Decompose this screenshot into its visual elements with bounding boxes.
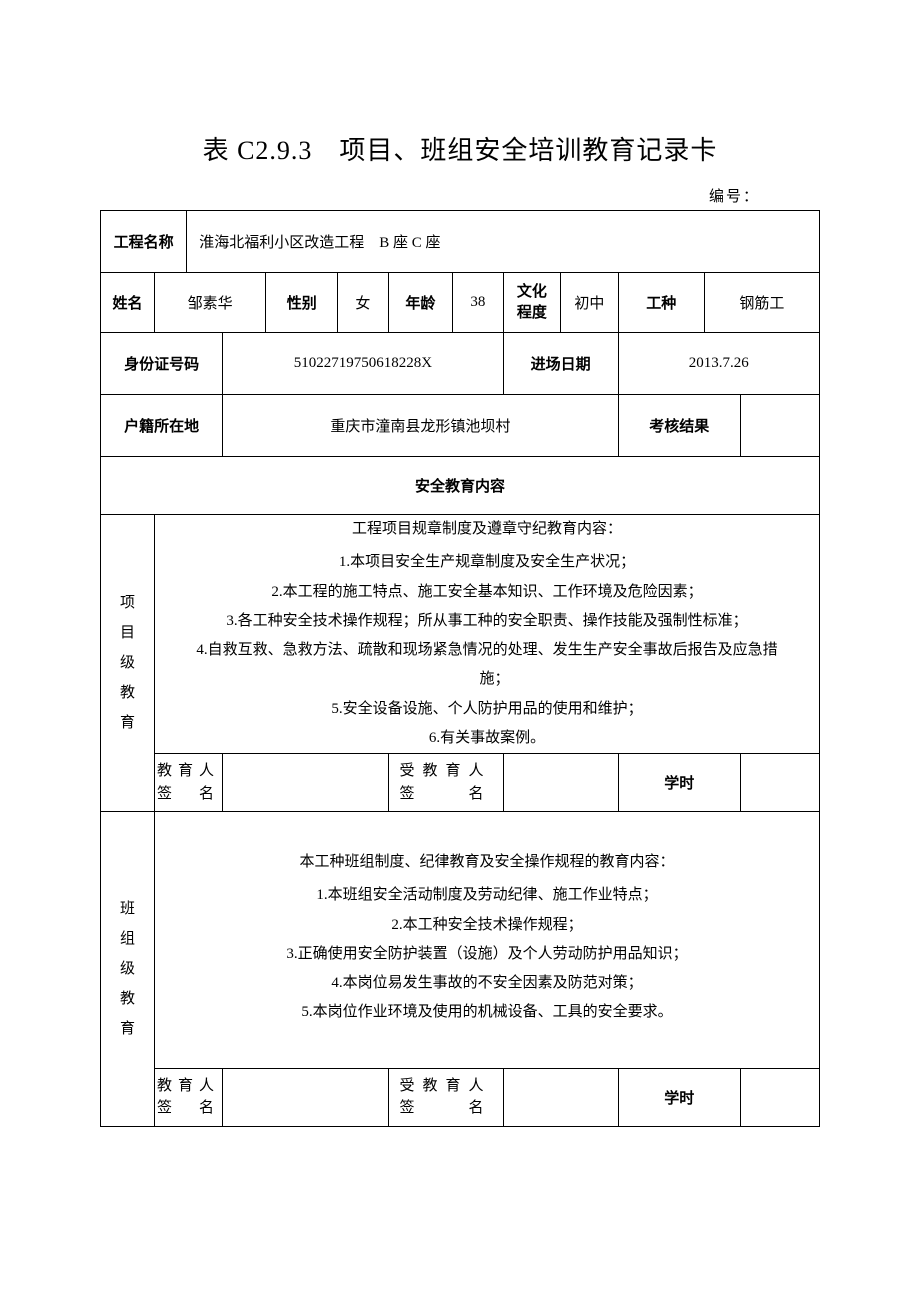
team-edu-content: 本工种班组制度、纪律教育及安全操作规程的教育内容： 1.本班组安全活动制度及劳动… [154, 812, 819, 1069]
label-worktype: 工种 [618, 273, 704, 333]
value-project-name: 淮海北福利小区改造工程 B 座 C 座 [187, 211, 820, 273]
serial-number-label: 编号： [100, 185, 820, 206]
value-gender: 女 [338, 273, 388, 333]
row-hukou: 户籍所在地 重庆市潼南县龙形镇池坝村 考核结果 [101, 395, 820, 457]
page-container: 表 C2.9.3 项目、班组安全培训教育记录卡 编号： 工程名称 淮海北福利小区… [0, 0, 920, 1187]
project-edu-lead: 工程项目规章制度及遵章守纪教育内容： [155, 515, 819, 544]
row-id-entry: 身份证号码 51022719750618228X 进场日期 2013.7.26 [101, 333, 820, 395]
value-team-educator-sig [223, 1068, 388, 1126]
project-edu-item: 3.各工种安全技术操作规程；所从事工种的安全职责、操作技能及强制性标准； [155, 607, 819, 636]
label-hours-2: 学时 [618, 1068, 740, 1126]
label-trainee-sig: 受教育人 签 名 [388, 754, 503, 812]
team-edu-item: 3.正确使用安全防护装置（设施）及个人劳动防护用品知识； [155, 940, 819, 969]
team-edu-item: 4.本岗位易发生事故的不安全因素及防范对策； [155, 969, 819, 998]
document-title: 表 C2.9.3 项目、班组安全培训教育记录卡 [100, 130, 820, 167]
row-project-sig: 教育人 签 名 受教育人 签 名 学时 [101, 754, 820, 812]
label-trainee-sig-2: 受教育人 签 名 [388, 1068, 503, 1126]
project-edu-item: 4.自救互救、急救方法、疏散和现场紧急情况的处理、发生生产安全事故后报告及应急措… [155, 636, 819, 695]
project-edu-content: 工程项目规章制度及遵章守纪教育内容： 1.本项目安全生产规章制度及安全生产状况；… [154, 515, 819, 754]
row-project-edu: 项 目 级 教 育 工程项目规章制度及遵章守纪教育内容： 1.本项目安全生产规章… [101, 515, 820, 754]
row-edu-header: 安全教育内容 [101, 457, 820, 515]
label-educator-sig: 教育人 签 名 [154, 754, 222, 812]
project-edu-item: 5.安全设备设施、个人防护用品的使用和维护； [155, 695, 819, 724]
label-educator-sig-2: 教育人 签 名 [154, 1068, 222, 1126]
project-edu-item: 2.本工程的施工特点、施工安全基本知识、工作环境及危险因素； [155, 578, 819, 607]
value-hukou: 重庆市潼南县龙形镇池坝村 [223, 395, 618, 457]
row-team-sig: 教育人 签 名 受教育人 签 名 学时 [101, 1068, 820, 1126]
label-name: 姓名 [101, 273, 155, 333]
row-project: 工程名称 淮海北福利小区改造工程 B 座 C 座 [101, 211, 820, 273]
value-project-hours [740, 754, 819, 812]
team-edu-item: 5.本岗位作业环境及使用的机械设备、工具的安全要求。 [155, 998, 819, 1027]
label-gender: 性别 [266, 273, 338, 333]
team-edu-lead: 本工种班组制度、纪律教育及安全操作规程的教育内容： [155, 848, 819, 877]
team-edu-item: 1.本班组安全活动制度及劳动纪律、施工作业特点； [155, 881, 819, 910]
label-id-number: 身份证号码 [101, 333, 223, 395]
value-assess [740, 395, 819, 457]
label-age: 年龄 [388, 273, 453, 333]
label-hours: 学时 [618, 754, 740, 812]
value-team-trainee-sig [503, 1068, 618, 1126]
label-hukou: 户籍所在地 [101, 395, 223, 457]
team-edu-item: 2.本工种安全技术操作规程； [155, 911, 819, 940]
value-team-hours [740, 1068, 819, 1126]
value-education: 初中 [561, 273, 619, 333]
value-name: 邹素华 [154, 273, 265, 333]
label-education: 文化 程度 [503, 273, 561, 333]
row-personal: 姓名 邹素华 性别 女 年龄 38 文化 程度 初中 工种 钢筋工 [101, 273, 820, 333]
label-edu-header: 安全教育内容 [101, 457, 820, 515]
label-assess: 考核结果 [618, 395, 740, 457]
project-edu-item: 6.有关事故案例。 [155, 724, 819, 753]
label-project-name: 工程名称 [101, 211, 187, 273]
label-project-level: 项 目 级 教 育 [101, 515, 155, 812]
value-project-trainee-sig [503, 754, 618, 812]
value-age: 38 [453, 273, 503, 333]
record-table: 工程名称 淮海北福利小区改造工程 B 座 C 座 姓名 邹素华 性别 女 年龄 … [100, 210, 820, 1127]
label-team-level: 班 组 级 教 育 [101, 812, 155, 1127]
row-team-edu: 班 组 级 教 育 本工种班组制度、纪律教育及安全操作规程的教育内容： 1.本班… [101, 812, 820, 1069]
value-id-number: 51022719750618228X [223, 333, 503, 395]
project-edu-item: 1.本项目安全生产规章制度及安全生产状况； [155, 548, 819, 577]
label-entry-date: 进场日期 [503, 333, 618, 395]
value-worktype: 钢筋工 [704, 273, 819, 333]
value-project-educator-sig [223, 754, 388, 812]
value-entry-date: 2013.7.26 [618, 333, 819, 395]
